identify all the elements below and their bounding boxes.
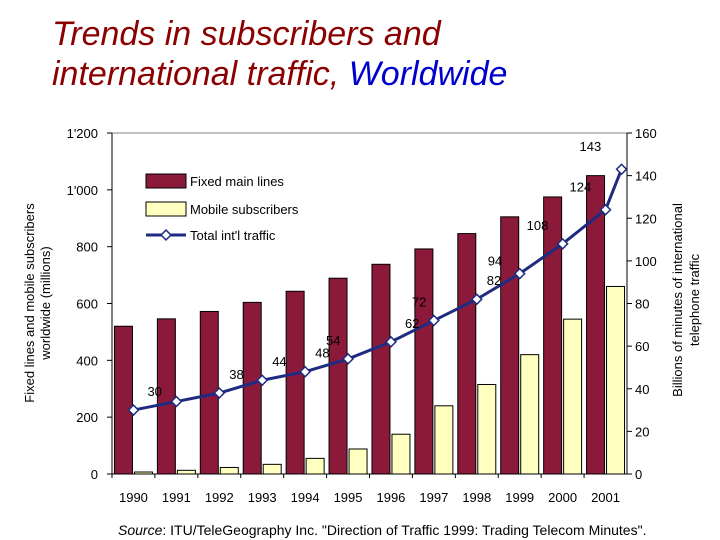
point-label-1997: 72 bbox=[412, 295, 426, 310]
bar-mobile-1991 bbox=[176, 469, 196, 475]
x-tick-label-1996: 1996 bbox=[376, 490, 405, 505]
source-note: Source: ITU/TeleGeography Inc. "Directio… bbox=[118, 522, 646, 538]
traffic-point-1999 bbox=[513, 267, 526, 280]
point-label-2001: 124 bbox=[570, 180, 592, 195]
y-tick-label: 200 bbox=[76, 410, 98, 425]
legend-label-traffic: Total int'l traffic bbox=[190, 228, 276, 243]
point-label-extra: 143 bbox=[580, 139, 602, 154]
y2-axis-label: Billions of minutes of international tele… bbox=[670, 203, 702, 397]
bar-fixed-1994 bbox=[285, 290, 305, 475]
legend: Fixed main lines Mobile subscribers Total … bbox=[145, 173, 299, 243]
bar-mobile-2001 bbox=[606, 285, 626, 475]
traffic-point-extra bbox=[615, 163, 628, 176]
x-tick-label-1999: 1999 bbox=[505, 490, 534, 505]
x-tick-label-1990: 1990 bbox=[119, 490, 148, 505]
traffic-point-1993 bbox=[256, 374, 269, 387]
bar-mobile-1997 bbox=[434, 405, 454, 475]
bar-fixed-1995 bbox=[328, 277, 348, 475]
y2-tick-label: 100 bbox=[635, 254, 657, 269]
y-tick-label: 600 bbox=[76, 297, 98, 312]
traffic-point-1994 bbox=[299, 365, 312, 378]
y-tick-label: 400 bbox=[76, 353, 98, 368]
bars-group bbox=[113, 175, 626, 475]
bar-fixed-1999 bbox=[500, 216, 520, 475]
bar-mobile-1998 bbox=[477, 383, 497, 475]
point-label-1998: 82 bbox=[487, 273, 501, 288]
bar-mobile-2000 bbox=[563, 318, 583, 475]
point-label-1994: 48 bbox=[315, 346, 329, 361]
legend-swatch-fixed bbox=[145, 173, 187, 189]
bar-fixed-1998 bbox=[457, 233, 477, 475]
title-line-2: international traffic, bbox=[52, 55, 349, 93]
x-tick-label-1995: 1995 bbox=[334, 490, 363, 505]
traffic-point-1995 bbox=[342, 352, 355, 365]
bar-fixed-1993 bbox=[242, 301, 262, 475]
traffic-point-1998 bbox=[470, 293, 483, 306]
y2-tick-label: 120 bbox=[635, 211, 657, 226]
chart-title: Trends in subscribers and international … bbox=[52, 14, 692, 94]
traffic-point-2000 bbox=[556, 237, 569, 250]
bar-fixed-2000 bbox=[543, 196, 563, 475]
x-tick-label-2000: 2000 bbox=[548, 490, 577, 505]
traffic-point-1997 bbox=[427, 314, 440, 327]
y2-tick-label: 160 bbox=[635, 126, 657, 141]
y2-tick-label: 0 bbox=[635, 467, 642, 482]
point-label-1992: 38 bbox=[229, 367, 243, 382]
legend-label-mobile: Mobile subscribers bbox=[190, 202, 299, 217]
title-accent: Worldwide bbox=[348, 55, 508, 93]
point-label-1993: 44 bbox=[272, 354, 286, 369]
y-tick-label: 800 bbox=[76, 240, 98, 255]
bar-mobile-1992 bbox=[219, 466, 239, 475]
bar-mobile-1996 bbox=[391, 433, 411, 475]
point-label-1999: 94 bbox=[488, 254, 502, 269]
y-tick-label: 0 bbox=[91, 467, 98, 482]
traffic-point-1996 bbox=[384, 335, 397, 348]
x-tick-label-1994: 1994 bbox=[291, 490, 320, 505]
x-tick-label-2001: 2001 bbox=[591, 490, 620, 505]
source-label: Source bbox=[118, 522, 163, 538]
x-tick-label-1992: 1992 bbox=[205, 490, 234, 505]
bar-mobile-1995 bbox=[348, 448, 368, 475]
point-label-2000: 108 bbox=[527, 218, 549, 233]
x-tick-label-1997: 1997 bbox=[419, 490, 448, 505]
y2-tick-label: 80 bbox=[635, 297, 649, 312]
bar-fixed-1990 bbox=[113, 325, 133, 475]
y-axis-label: Fixed lines and mobile subscribersworldw… bbox=[22, 203, 53, 403]
axes: 0 200 400 600 800 1'000 1'200 0 20 40 60 80 100 120 14… bbox=[67, 126, 657, 505]
point-label-1990: 30 bbox=[147, 384, 161, 399]
point-label-1996: 62 bbox=[405, 316, 419, 331]
traffic-point-1992 bbox=[213, 387, 226, 400]
y2-tick-label: 60 bbox=[635, 339, 649, 354]
traffic-point-1991 bbox=[170, 395, 183, 408]
legend-swatch-mobile bbox=[145, 201, 187, 217]
bar-fixed-2001 bbox=[586, 175, 606, 475]
bar-fixed-1996 bbox=[371, 263, 391, 475]
traffic-point-1990 bbox=[127, 404, 140, 417]
x-tick-label-1993: 1993 bbox=[248, 490, 277, 505]
y2-tick-label: 140 bbox=[635, 169, 657, 184]
y2-tick-label: 40 bbox=[635, 382, 649, 397]
bar-mobile-1993 bbox=[262, 463, 282, 475]
source-text: : ITU/TeleGeography Inc. "Direction of T… bbox=[162, 522, 647, 538]
x-tick-label-1991: 1991 bbox=[162, 490, 191, 505]
point-label-1995: 54 bbox=[326, 333, 340, 348]
y-tick-label: 1'200 bbox=[67, 126, 98, 141]
bar-fixed-1997 bbox=[414, 248, 434, 475]
bar-mobile-1994 bbox=[305, 457, 325, 475]
traffic-point-2001 bbox=[599, 203, 612, 216]
y2-tick-label: 20 bbox=[635, 424, 649, 439]
bar-mobile-1999 bbox=[520, 354, 540, 475]
title-line-1: Trends in subscribers and bbox=[52, 15, 441, 53]
x-tick-label-1998: 1998 bbox=[462, 490, 491, 505]
legend-label-fixed: Fixed main lines bbox=[190, 174, 284, 189]
y-tick-label: 1'000 bbox=[67, 183, 98, 198]
